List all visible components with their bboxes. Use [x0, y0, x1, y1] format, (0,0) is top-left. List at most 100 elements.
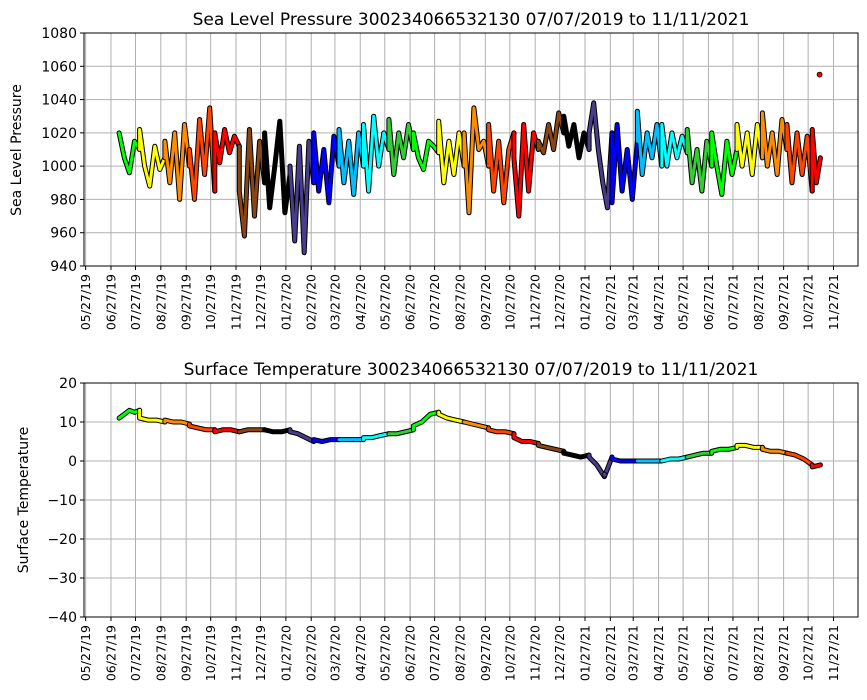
- y-tick-label: 1000: [41, 159, 77, 175]
- series-segment: [536, 111, 566, 155]
- y-tick-label: 10: [59, 415, 77, 431]
- x-tick-label: 05/27/19: [78, 625, 93, 681]
- x-tick-label: 07/27/21: [725, 625, 740, 681]
- x-tick-label: 10/27/19: [203, 274, 218, 330]
- x-tick-label: 01/27/20: [278, 625, 293, 681]
- y-tick-label: 1020: [41, 126, 77, 142]
- series-segment: [362, 114, 391, 193]
- x-tick-label: 08/27/20: [452, 625, 467, 681]
- x-tick-label: 06/27/19: [103, 625, 118, 681]
- x-tick-label: 03/27/21: [626, 625, 641, 681]
- series-segment: [760, 445, 789, 455]
- y-axis-label: Surface Temperature: [16, 427, 32, 573]
- y-tick-label: 20: [59, 376, 77, 392]
- series-segment: [635, 109, 664, 176]
- y-tick-label: 0: [68, 454, 77, 470]
- series-segment: [735, 123, 764, 176]
- series-segment: [660, 123, 689, 168]
- y-tick-label: 1040: [41, 93, 77, 109]
- x-tick-label: 08/27/21: [751, 625, 766, 681]
- series-segment: [562, 449, 591, 459]
- x-tick-label: 10/27/21: [801, 625, 816, 681]
- chart-title: Sea Level Pressure 300234066532130 07/07…: [193, 10, 750, 30]
- x-tick-label: 05/27/21: [676, 625, 691, 681]
- series-segment: [288, 139, 316, 255]
- x-tick-label: 04/27/20: [353, 274, 368, 330]
- x-tick-label: 07/27/19: [128, 274, 143, 330]
- series-segment: [163, 418, 191, 426]
- series-segment: [312, 438, 341, 443]
- x-tick-label: 02/27/20: [304, 274, 319, 330]
- outlier-point: [601, 471, 608, 478]
- x-tick-label: 09/27/19: [179, 625, 194, 681]
- series-segment: [735, 443, 764, 449]
- y-tick-label: 960: [50, 226, 77, 242]
- x-tick-label: 06/27/21: [701, 274, 716, 330]
- series-segment: [411, 131, 441, 171]
- series-segment: [685, 128, 714, 193]
- series-segment: [810, 463, 822, 469]
- y-axis-label: Sea Level Pressure: [9, 84, 25, 216]
- y-tick-label: −10: [47, 493, 77, 509]
- series-segment: [610, 123, 639, 205]
- series-segment: [487, 426, 516, 436]
- series-segment: [512, 123, 540, 218]
- x-tick-label: 08/27/21: [751, 274, 766, 330]
- x-tick-label: 12/27/19: [253, 274, 268, 330]
- series-segment: [411, 410, 441, 432]
- series-segment: [138, 408, 167, 424]
- surface-temperature-chart: Surface Temperature 300234066532130 07/0…: [16, 360, 859, 681]
- x-tick-label: 01/27/21: [578, 274, 593, 330]
- series-segment: [337, 128, 365, 196]
- series-segment: [163, 123, 191, 201]
- x-tick-label: 08/27/19: [153, 274, 168, 330]
- x-tick-label: 05/27/21: [676, 274, 691, 330]
- series-segment: [536, 441, 566, 453]
- axes-frame: [83, 32, 859, 267]
- series-segment: [187, 106, 217, 201]
- x-tick-label: 10/27/19: [203, 625, 218, 681]
- series-segment: [117, 408, 142, 420]
- y-tick-label: 980: [50, 192, 77, 208]
- x-tick-label: 02/27/21: [603, 274, 618, 330]
- series-segment: [785, 123, 814, 193]
- x-tick-label: 03/27/20: [327, 274, 342, 330]
- chart-title: Surface Temperature 300234066532130 07/0…: [184, 360, 759, 380]
- x-tick-label: 01/27/21: [578, 625, 593, 681]
- series-segment: [512, 432, 540, 445]
- series-segment: [462, 420, 491, 430]
- x-tick-label: 03/27/20: [327, 625, 342, 681]
- series-segment: [462, 106, 491, 215]
- series-segment: [685, 451, 714, 459]
- series-segment: [138, 128, 167, 188]
- series-segment: [660, 455, 689, 463]
- x-tick-label: 11/27/21: [826, 625, 841, 681]
- x-tick-label: 01/27/20: [278, 274, 293, 330]
- y-tick-label: 940: [50, 259, 77, 275]
- x-tick-label: 05/27/20: [377, 274, 392, 330]
- series-segment: [562, 114, 591, 160]
- data-series: [116, 71, 823, 256]
- series-segment: [362, 432, 391, 442]
- x-tick-label: 09/27/20: [478, 625, 493, 681]
- y-tick-label: −30: [47, 571, 77, 587]
- series-segment: [810, 128, 822, 193]
- x-tick-label: 04/27/20: [353, 625, 368, 681]
- y-tick-label: 1060: [41, 59, 77, 75]
- x-tick-label: 06/27/21: [701, 625, 716, 681]
- x-tick-label: 11/27/19: [229, 274, 244, 330]
- data-series: [116, 407, 823, 480]
- x-tick-label: 06/27/20: [403, 625, 418, 681]
- x-tick-label: 10/27/20: [502, 625, 517, 681]
- x-tick-label: 11/27/19: [229, 625, 244, 681]
- x-tick-label: 07/27/19: [128, 625, 143, 681]
- x-tick-label: 08/27/19: [153, 625, 168, 681]
- series-segment: [117, 131, 142, 175]
- x-tick-label: 11/27/20: [528, 625, 543, 681]
- x-tick-label: 12/27/19: [253, 625, 268, 681]
- outlier-point: [816, 71, 823, 78]
- series-segment: [710, 131, 739, 196]
- series-segment: [437, 410, 466, 424]
- series-segment: [487, 123, 516, 205]
- x-tick-label: 05/27/19: [78, 274, 93, 330]
